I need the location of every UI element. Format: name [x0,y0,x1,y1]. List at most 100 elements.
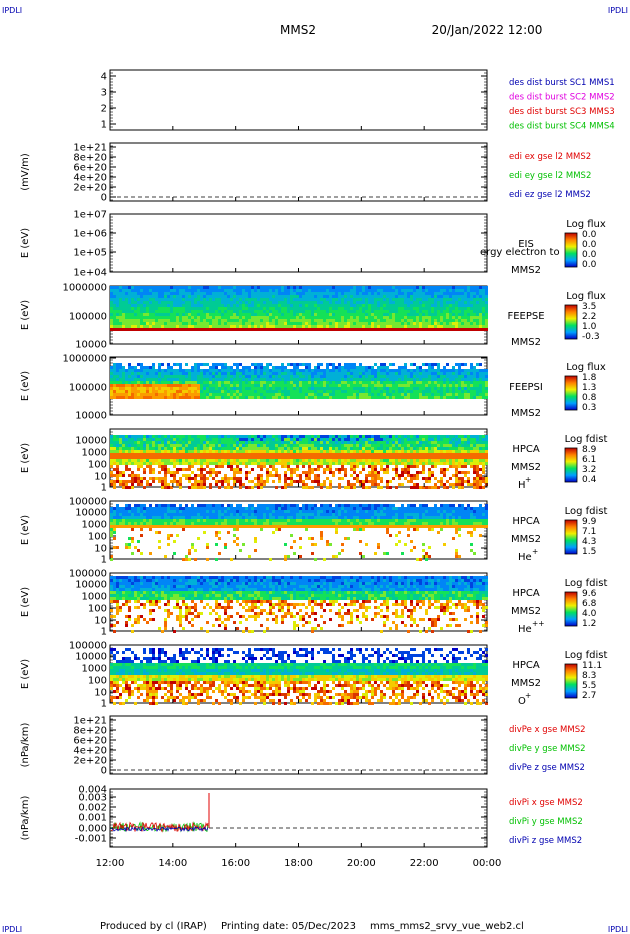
p3-colorbar-tick: 0.0 [582,230,597,240]
p9-ytick-label: 1000 [82,664,107,675]
p2-legend-entry: edi ey gse l2 MMS2 [509,171,591,181]
p9-spacecraft: MMS2 [511,678,541,689]
p2-ytick-label: 0 [101,193,107,204]
p4-heatmap [110,286,488,331]
p6-colorbar-tick: 8.9 [582,445,597,455]
p10-ytick-label: 4e+20 [73,746,107,757]
p5-colorbar-title: Log flux [566,362,606,373]
p6-spacecraft: MMS2 [511,462,541,473]
p7-charge: + [532,547,538,556]
p7-ytick-label: 10 [94,544,107,555]
x-tick-label: 18:00 [284,858,313,869]
p10-legend-entry: divPe z gse MMS2 [509,763,585,773]
p7-colorbar-tick: 1.5 [582,547,596,557]
p3-ytick-label: 1e+06 [73,229,107,240]
p7-colorbar-tick: 7.1 [582,527,596,537]
p11-legend-entry: divPi z gse MMS2 [509,836,582,846]
p9-charge: + [525,691,531,700]
p11-ytick-label: -0.001 [75,834,107,845]
p2-legend-entry: edi ez gse l2 MMS2 [509,190,591,200]
p7-species: He [518,552,532,563]
p9-instrument: HPCA [512,660,540,671]
p8-ytick-label: 100000 [69,569,107,580]
p3-frame [109,213,488,273]
p2-ytick-label: 2e+20 [73,183,107,194]
p7-colorbar-title: Log fdist [565,506,608,517]
x-tick-label: 12:00 [96,858,125,869]
p6-ytick-label: 10000 [75,436,107,447]
p6-ytick-label: 100 [88,460,107,471]
p4-colorbar-title: Log flux [566,291,606,302]
p8-colorbar-tick: 9.6 [582,589,597,599]
p9-ytick-label: 100 [88,676,107,687]
p8-ylabel: E (eV) [20,587,31,617]
p6-ylabel: E (eV) [20,443,31,473]
p3-colorbar-tick: 0.0 [582,250,597,260]
p5-ylabel: E (eV) [20,371,31,401]
p7-ytick-label: 1 [101,555,107,566]
p4-colorbar-scale [564,304,578,340]
p8-ytick-label: 1000 [82,592,107,603]
p3-colorbar-tick: 0.0 [582,240,597,250]
p6-colorbar-tick: 6.1 [582,455,596,465]
p9-colorbar-title: Log fdist [565,650,608,661]
p11-legend-entry: divPi y gse MMS2 [509,817,583,827]
p2-ytick-label: 4e+20 [73,173,107,184]
corner-label-tr: IPDLI [608,6,628,15]
p5-spacecraft: MMS2 [511,408,541,419]
p8-colorbar-tick: 4.0 [582,609,597,619]
p5-colorbar-scale [564,375,578,411]
p4-colorbar-tick: 2.2 [582,312,596,322]
p9-heatmap [110,648,488,705]
p10-ytick-label: 8e+20 [73,726,107,737]
p1-legend-entry: des dist burst SC4 MMS4 [509,122,615,132]
p1-ytick-label: 2 [101,104,107,115]
p11-series-line [110,826,209,833]
footer-producer: Produced by cl (IRAP) [100,921,207,932]
p3-ytick-label: 1e+05 [73,248,107,259]
p4-instrument: FEEPSE [507,311,544,322]
p3-colorbar-tick: 0.0 [582,260,597,270]
p10-ylabel: (nPa/km) [20,723,31,768]
p2-ytick-label: 8e+20 [73,153,107,164]
p4-ytick-label: 1000000 [62,283,107,294]
p3-ytick-label: 1e+07 [73,210,107,221]
p6-ytick-label: 10 [94,472,107,483]
x-tick-label: 14:00 [158,858,187,869]
p7-colorbar-tick: 9.9 [582,517,597,527]
p6-colorbar-scale [564,447,578,483]
p8-ytick-label: 100 [88,604,107,615]
p8-colorbar-title: Log fdist [565,578,608,589]
p5-colorbar-tick: 0.3 [582,403,596,413]
p7-colorbar-scale [564,519,578,555]
p1-legend-entry: des dist burst SC1 MMS1 [509,78,615,88]
p4-colorbar-tick: 1.0 [582,322,597,332]
p3-spacecraft: MMS2 [511,265,541,276]
p5-colorbar-tick: 1.8 [582,373,597,383]
panel-p3: 1e+04 1e+05 1e+06 1e+07 E (eV) EIS MMS2 ergy el… [20,210,560,279]
p7-ylabel: E (eV) [20,515,31,545]
p7-spacecraft: MMS2 [511,534,541,545]
p9-colorbar-tick: 2.7 [582,691,596,701]
p9-colorbar-tick: 8.3 [582,671,596,681]
p11-series [110,793,487,833]
x-axis: 12:00 14:00 16:00 18:00 20:00 22:00 00:00 [96,126,501,869]
p7-ytick-label: 100000 [69,497,107,508]
p3-ytick-label: 1e+04 [73,268,107,279]
p3-instrument: EIS [518,239,534,250]
p11-series-line [110,821,209,833]
p8-spacecraft: MMS2 [511,606,541,617]
panel-p1: 1 2 3 4 des dist burst SC1 MMS1 des dist burs… [101,69,615,132]
p10-ytick-label: 0 [101,766,107,777]
p7-colorbar-tick: 4.3 [582,537,596,547]
p1-frame [109,69,488,131]
p11-ytick-label: 0.001 [78,813,107,824]
p11-ytick-label: 0.004 [78,785,107,796]
